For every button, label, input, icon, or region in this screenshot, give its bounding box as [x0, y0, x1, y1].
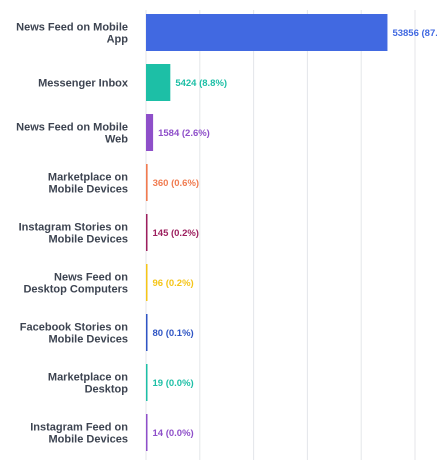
value-label: 19 (0.0%)	[153, 378, 194, 389]
category-label: News Feed on Desktop Computers	[23, 272, 128, 296]
category-label-line: Instagram Feed on	[30, 422, 128, 434]
category-label-line: Mobile Devices	[49, 434, 128, 446]
category-label: News Feed on Mobile App	[16, 22, 128, 46]
category-label-line: News Feed on Mobile	[16, 122, 128, 134]
bar[interactable]	[146, 314, 148, 351]
category-label-line: Instagram Stories on	[19, 222, 129, 234]
value-label: 96 (0.2%)	[153, 278, 194, 289]
value-label: 14 (0.0%)	[153, 428, 194, 439]
category-label-line: App	[107, 34, 129, 46]
bar[interactable]	[146, 64, 171, 101]
bar[interactable]	[146, 164, 148, 201]
category-label-line: News Feed on Mobile	[16, 22, 128, 34]
bar[interactable]	[146, 14, 388, 51]
category-label-line: News Feed on	[54, 272, 128, 284]
category-label-line: Web	[105, 134, 128, 146]
category-label: Messenger Inbox	[38, 78, 129, 90]
bar[interactable]	[146, 414, 148, 451]
category-label: Marketplace on Mobile Devices	[48, 172, 128, 196]
category-label: Marketplace on Desktop	[48, 372, 128, 396]
category-label-line: Desktop Computers	[23, 284, 128, 296]
category-label: Instagram Feed on Mobile Devices	[30, 422, 128, 446]
value-label: 5424 (8.8%)	[175, 78, 227, 89]
category-label: News Feed on Mobile Web	[16, 122, 128, 146]
bar[interactable]	[146, 214, 148, 251]
category-label-line: Mobile Devices	[49, 334, 128, 346]
category-label-line: Marketplace on	[48, 172, 128, 184]
value-label: 53856 (87.5%)	[392, 28, 437, 39]
category-label-line: Facebook Stories on	[20, 322, 128, 334]
value-label: 80 (0.1%)	[153, 328, 194, 339]
category-label-line: Desktop	[85, 384, 129, 396]
category-label-line: Messenger Inbox	[38, 78, 129, 90]
category-label: Facebook Stories on Mobile Devices	[20, 322, 128, 346]
value-label: 145 (0.2%)	[153, 228, 199, 239]
value-label: 360 (0.6%)	[153, 178, 199, 189]
value-label: 1584 (2.6%)	[158, 128, 210, 139]
chart-bars	[146, 14, 388, 451]
category-label-line: Marketplace on	[48, 372, 128, 384]
bar[interactable]	[146, 114, 154, 151]
bar[interactable]	[146, 264, 148, 301]
category-label-line: Mobile Devices	[49, 184, 128, 196]
category-label-line: Mobile Devices	[49, 234, 128, 246]
value-labels: 53856 (87.5%) 5424 (8.8%) 1584 (2.6%) 360 (…	[153, 28, 437, 439]
bar[interactable]	[146, 364, 148, 401]
category-label: Instagram Stories on Mobile Devices	[19, 222, 129, 246]
